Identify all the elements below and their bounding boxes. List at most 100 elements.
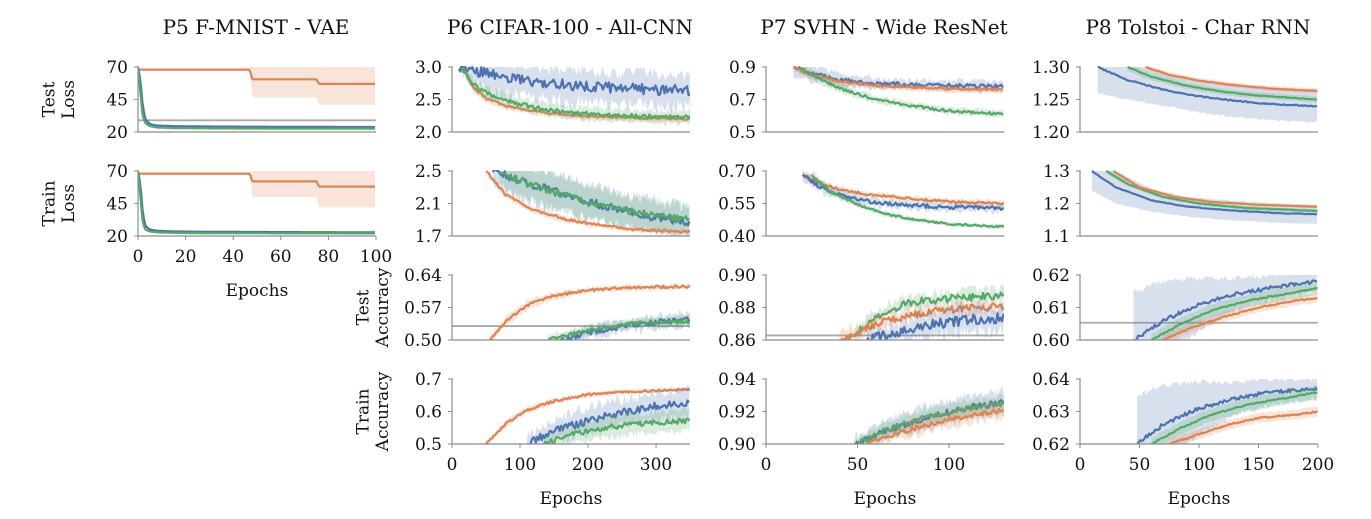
p5-train-loss-xlabel: Epochs <box>226 281 289 301</box>
p6-test-acc-green-line <box>547 319 690 340</box>
p8-train-acc-ytick-label: 0.64 <box>1032 370 1070 390</box>
p8-test-acc-panel: 0.62 0.61 0.60 <box>1032 266 1318 351</box>
p7-train-loss-ytick-label: 0.55 <box>718 195 756 215</box>
p5-test-loss-ylabel: TestLoss <box>40 80 80 119</box>
p7-test-loss-ytick-label: 0.9 <box>729 58 756 78</box>
p5-test-loss-ytick-label: 45 <box>106 91 128 111</box>
p8-train-loss-ytick-label: 1.1 <box>1043 227 1070 247</box>
p8-test-loss-orange-band <box>1145 67 1318 94</box>
p6-test-loss-orange-line <box>461 66 690 121</box>
p7-train-acc-xtick-label: 50 <box>847 455 869 475</box>
p5-test-loss-ytick-label: 20 <box>106 123 128 143</box>
p8-train-loss-ytick-label: 1.3 <box>1043 162 1070 182</box>
p6-train-loss-panel: 2.5 2.1 1.7 <box>415 162 690 247</box>
p8-train-loss-blue-line <box>1091 170 1318 216</box>
p6-test-loss-ytick-label: 2.5 <box>415 91 442 111</box>
p8-train-acc-xtick-label: 100 <box>1183 455 1215 475</box>
p5-train-loss-xtick-label: 40 <box>222 247 244 267</box>
p7-train-acc-xlabel: Epochs <box>854 489 917 509</box>
p5-train-loss-xtick-label: 0 <box>133 247 144 267</box>
p6-train-acc-xtick-label: 200 <box>572 455 604 475</box>
p8-train-loss-ytick-label: 1.2 <box>1043 195 1070 215</box>
p6-train-acc-xtick-label: 300 <box>640 455 672 475</box>
p6-train-acc-panel: 0.7 0.6 0.50 100 200 300 Epochs TrainAccuracy <box>354 370 690 509</box>
p8-test-loss-blue-band <box>1097 67 1317 123</box>
p5-test-loss-green-line <box>138 66 375 130</box>
p6-test-loss-blue-line <box>457 66 690 97</box>
p8-train-acc-ytick-label: 0.63 <box>1032 403 1070 423</box>
p6-test-loss-green-line <box>461 67 690 120</box>
p7-test-acc-blue-line <box>866 312 1004 340</box>
p6-train-loss-green-line <box>498 171 690 223</box>
p5-test-loss-blue-line <box>138 66 375 129</box>
p5-train-loss-ytick-label: 70 <box>106 162 128 182</box>
p8-train-acc-plot-area <box>1136 379 1318 444</box>
p8-train-loss-panel: 1.3 1.2 1.1 <box>1043 162 1318 247</box>
p7-train-acc-blue-line <box>853 399 1004 444</box>
p5-train-loss-ylabel: TrainLoss <box>40 180 80 226</box>
p8-test-acc-ytick-label: 0.61 <box>1032 299 1070 319</box>
p5-train-loss-plot-area <box>138 170 375 235</box>
p7-test-loss-plot-area <box>793 66 1004 120</box>
p8-test-acc-blue-line <box>1132 279 1318 340</box>
p7-train-acc-ytick-label: 0.94 <box>718 370 756 390</box>
p5-train-loss-ytick-label: 45 <box>106 195 128 215</box>
p6-train-acc-orange-band <box>486 386 690 444</box>
p8-test-loss-green-band <box>1127 67 1317 103</box>
p6-train-acc-plot-area <box>485 384 690 444</box>
p8-train-acc-xtick-label: 150 <box>1242 455 1274 475</box>
p5-train-loss-xtick-label: 100 <box>360 247 392 267</box>
p7-test-loss-orange-line <box>793 66 1004 92</box>
p8-train-loss-orange-line <box>1112 170 1317 208</box>
p6-test-acc-ytick-label: 0.50 <box>404 331 442 351</box>
p8-train-acc-panel: 0.64 0.63 0.620 50 100 150 200 Epochs <box>1032 370 1334 509</box>
p6-train-loss-ytick-label: 2.1 <box>415 195 442 215</box>
p6-train-acc-ytick-label: 0.6 <box>415 403 442 423</box>
p7-test-acc-orange-line <box>838 302 1004 340</box>
p8-test-acc-ytick-label: 0.60 <box>1032 331 1070 351</box>
p6-test-acc-orange-line <box>488 284 690 340</box>
p7-test-loss-title: P7 SVHN - Wide ResNet <box>760 15 1007 39</box>
p6-train-loss-ytick-label: 2.5 <box>415 162 442 182</box>
p5-test-loss-orange-line <box>138 68 375 85</box>
p7-test-loss-ytick-label: 0.5 <box>729 123 756 143</box>
p8-test-acc-ytick-label: 0.62 <box>1032 266 1070 286</box>
p8-test-acc-orange-line <box>1162 297 1318 340</box>
p7-train-acc-orange-line <box>866 408 1004 444</box>
p6-test-acc-plot-area <box>452 282 690 340</box>
p6-test-loss-panel: 3.0 2.5 2.0 P6 CIFAR-100 - All-CNN <box>415 15 693 143</box>
p8-train-acc-xtick-label: 0 <box>1075 455 1086 475</box>
p7-train-acc-plot-area <box>853 386 1004 444</box>
p7-test-acc-ytick-label: 0.90 <box>718 266 756 286</box>
p5-test-loss-orange-band <box>138 67 375 105</box>
p7-train-loss-panel: 0.70 0.55 0.40 <box>718 162 1004 247</box>
p7-train-acc-orange-band <box>866 399 1004 444</box>
p7-test-acc-ytick-label: 0.88 <box>718 299 756 319</box>
p7-train-acc-ytick-label: 0.90 <box>718 435 756 455</box>
p6-train-acc-orange-line <box>485 387 690 444</box>
p8-train-acc-orange-line <box>1169 410 1318 444</box>
p7-train-acc-panel: 0.94 0.92 0.900 50 100 Epochs <box>718 370 1004 509</box>
p8-train-acc-ytick-label: 0.62 <box>1032 435 1070 455</box>
p8-test-loss-ytick-label: 1.25 <box>1032 91 1070 111</box>
p8-train-loss-plot-area <box>1091 170 1318 225</box>
p5-train-loss-orange-line <box>138 172 375 188</box>
p8-train-loss-orange-band <box>1113 171 1317 209</box>
p6-train-acc-xtick-label: 100 <box>504 455 536 475</box>
p7-train-loss-green-line <box>810 174 1004 229</box>
p8-test-loss-title: P8 Tolstoi - Char RNN <box>1085 15 1310 39</box>
p7-train-acc-xtick-label: 100 <box>933 455 965 475</box>
p6-test-acc-ylabel: TestAccuracy <box>354 267 394 348</box>
p6-train-acc-xtick-label: 0 <box>447 455 458 475</box>
p8-test-loss-green-line <box>1127 66 1318 101</box>
p8-test-loss-orange-line <box>1145 66 1318 93</box>
p8-test-loss-blue-line <box>1097 66 1318 108</box>
p8-train-loss-green-line <box>1105 170 1318 213</box>
p8-train-acc-blue-line <box>1136 386 1318 444</box>
p8-train-acc-xtick-label: 200 <box>1302 455 1334 475</box>
p8-test-loss-ytick-label: 1.30 <box>1032 58 1070 78</box>
p8-test-acc-plot-area <box>1080 275 1318 340</box>
p7-train-loss-orange-line <box>801 173 1004 206</box>
p5-test-loss-ytick-label: 70 <box>106 58 128 78</box>
